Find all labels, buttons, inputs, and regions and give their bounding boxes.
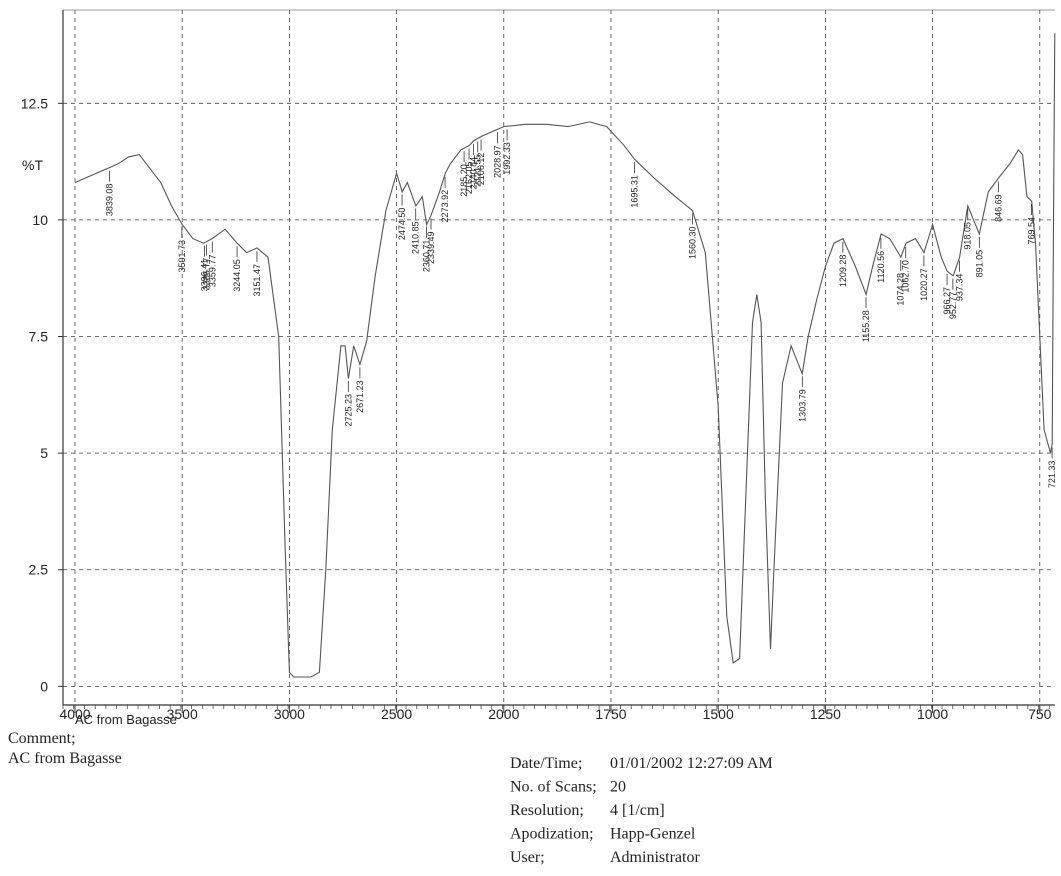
info-key: Apodization;	[510, 826, 594, 843]
y-tick-label: 5	[40, 445, 48, 461]
peak-label: 2140.84	[469, 157, 479, 190]
peak-label: 937.34	[954, 274, 964, 302]
peak-label: 3501.73	[177, 240, 187, 273]
peak-label: 3386.77	[201, 258, 211, 291]
x-tick-label: 1500	[703, 706, 734, 722]
peak-label: 721.33	[1047, 461, 1057, 489]
peak-label: 2671.23	[355, 380, 365, 413]
peak-label: 3839.08	[105, 184, 115, 217]
comment-text: AC from Bagasse	[8, 750, 122, 767]
info-value: Administrator	[610, 849, 700, 866]
x-tick-label: 3000	[274, 706, 305, 722]
peak-label: 1020.27	[919, 268, 929, 301]
peak-label: 2121.55	[473, 154, 483, 187]
peak-label: 891.05	[974, 250, 984, 278]
info-value: 01/01/2002 12:27:09 AM	[610, 755, 773, 772]
info-key: Date/Time;	[510, 755, 582, 772]
y-axis-label: %T	[22, 157, 43, 173]
peak-label: 1695.31	[629, 175, 639, 208]
peak-label: 918.05	[963, 222, 973, 250]
x-tick-label: 4000	[59, 706, 90, 722]
info-value: 4 [1/cm]	[610, 802, 665, 819]
peak-label: 2106.12	[476, 153, 486, 186]
spectrum-line	[74, 33, 1056, 678]
peak-label: 2474.50	[397, 208, 407, 241]
y-tick-label: 0	[40, 678, 48, 694]
peak-label: 1120.56	[876, 251, 886, 283]
peak-label: 966.27	[942, 287, 952, 315]
info-key: No. of Scans;	[510, 779, 597, 796]
x-tick-label: 1250	[810, 706, 841, 722]
info-value: 20	[610, 779, 626, 796]
peak-label: 3244.05	[232, 259, 242, 292]
info-key: Resolution;	[510, 802, 584, 819]
peak-label: 1074.28	[896, 273, 906, 306]
peak-label: 1560.30	[687, 226, 697, 259]
y-tick-label: 12.5	[21, 95, 48, 111]
peak-label: 1992.33	[502, 142, 512, 175]
x-tick-label: 750	[1028, 706, 1052, 722]
peak-label: 769.54	[1026, 217, 1036, 245]
peak-label: 2273.92	[440, 190, 450, 223]
x-tick-label: 3500	[167, 706, 198, 722]
x-tick-label: 2000	[488, 706, 519, 722]
peak-label: 3151.47	[252, 264, 262, 297]
peak-label: 3396.41	[199, 259, 209, 292]
peak-label: 2339.49	[426, 231, 436, 264]
peak-label: 1062.70	[901, 260, 911, 293]
peak-label: 2185.20	[459, 164, 469, 197]
peak-label: 1209.28	[838, 255, 848, 288]
peak-label: 1155.28	[861, 310, 871, 342]
y-tick-label: 10	[32, 212, 48, 228]
peak-label: 3359.77	[207, 255, 217, 288]
y-tick-label: 2.5	[29, 562, 49, 578]
peak-label: 2360.71	[421, 240, 431, 273]
y-tick-label: 7.5	[29, 329, 49, 345]
info-value: Happ-Genzel	[610, 826, 696, 843]
peak-label: 2162.05	[464, 162, 474, 195]
peak-label: 2028.97	[493, 145, 503, 178]
x-tick-label: 2500	[381, 706, 412, 722]
peak-label: 846.69	[993, 194, 1003, 222]
peak-label: 952.77	[948, 292, 958, 320]
info-key: User;	[510, 849, 545, 866]
x-tick-label: 1000	[917, 706, 948, 722]
peak-label: 2725.23	[343, 394, 353, 427]
x-tick-label: 1750	[595, 706, 626, 722]
peak-label: 1303.79	[797, 389, 807, 422]
x-axis-label: AC from Bagasse	[75, 712, 177, 727]
comment-label: Comment;	[8, 730, 76, 747]
peak-label: 2410.85	[411, 221, 421, 254]
